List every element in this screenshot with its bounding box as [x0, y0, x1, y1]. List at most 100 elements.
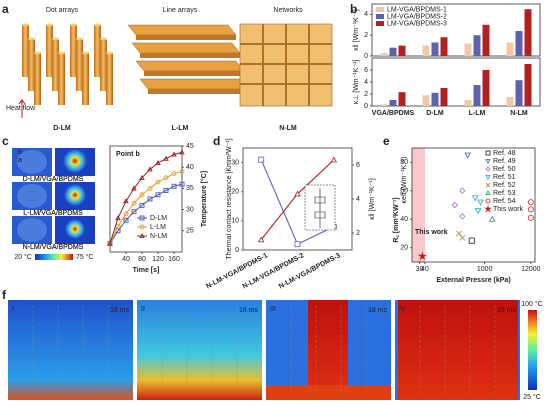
- hot-base: [266, 385, 391, 400]
- pillar-top: [58, 51, 65, 55]
- y-axis-label: Temperature [°C]: [200, 171, 208, 227]
- bar: [380, 104, 388, 106]
- legend-label: LM-VGA/BPDMS-1: [387, 6, 447, 13]
- x-tick-label: 40: [421, 266, 429, 273]
- bar: [473, 85, 481, 106]
- y-tick-label: 0: [364, 103, 368, 110]
- pillar: [28, 39, 35, 91]
- pillar-top: [46, 23, 53, 27]
- sample: [17, 218, 47, 242]
- marker: [131, 200, 137, 206]
- y-tick-label: 2: [364, 32, 368, 39]
- marker: [485, 150, 491, 156]
- legend-label: Ref. 49: [493, 158, 516, 165]
- thermal-spot: [63, 149, 87, 173]
- series-line: [109, 183, 183, 244]
- array-title: Dot arrays: [46, 7, 79, 14]
- marker: [179, 181, 185, 187]
- y-axis-label: κeff (Wm⁻¹K⁻¹): [401, 157, 408, 204]
- y-tick-label: 2: [364, 91, 368, 98]
- marker: [179, 168, 185, 174]
- x-axis-label: External Pressre (kPa): [436, 277, 510, 284]
- bar: [473, 35, 481, 56]
- marker: [527, 206, 534, 213]
- plot-frame: [371, 3, 541, 57]
- marker: [115, 224, 121, 230]
- y2-tick-label: 6: [356, 162, 360, 169]
- x-tick-label: N-LM-VGA/BPDMS-2: [242, 252, 306, 290]
- marker: [485, 174, 491, 180]
- y-tick-label: 40: [186, 164, 194, 171]
- bar: [464, 100, 472, 106]
- simulation-image: [8, 300, 133, 400]
- image-label: N-LM/VGA/BPDMS: [23, 244, 84, 251]
- marker: [485, 158, 491, 164]
- x-tick-label: 80: [138, 256, 146, 263]
- x-tick-label: L-LM: [469, 110, 486, 117]
- marker: [485, 190, 491, 196]
- bar: [524, 64, 532, 106]
- marker: [468, 237, 475, 244]
- pillar-top: [22, 23, 29, 27]
- marker: [257, 236, 265, 243]
- marker: [459, 234, 466, 241]
- legend-swatch: [376, 21, 384, 26]
- pillar-top: [76, 37, 83, 41]
- marker: [527, 214, 534, 221]
- scale-label: 100 °C: [521, 300, 542, 308]
- marker: [155, 179, 161, 185]
- legend-label: L-LM: [150, 224, 166, 231]
- sim-label: II: [141, 306, 145, 313]
- marker: [139, 202, 145, 208]
- sample: [17, 150, 47, 174]
- x-tick-label: 1000: [477, 266, 493, 273]
- legend-label: Ref. 53: [493, 190, 516, 197]
- bar: [398, 92, 406, 106]
- y2-axis-label: κ‖ [Wm⁻¹K⁻¹]: [369, 178, 376, 219]
- hot-channel: [308, 300, 348, 400]
- panel-label: d: [213, 134, 220, 148]
- pillar-top: [34, 51, 41, 55]
- chart-title: Point b: [116, 151, 140, 158]
- marker: [123, 211, 129, 217]
- legend-swatch: [376, 14, 384, 19]
- heat-arrow: [18, 99, 26, 118]
- bar: [515, 80, 523, 106]
- sim-label: III: [270, 306, 276, 313]
- y-tick-label: 30: [231, 159, 239, 166]
- y-tick-label: 30: [186, 206, 194, 213]
- marker: [139, 174, 145, 180]
- marker: [155, 160, 161, 166]
- scale-label: 25 °C: [523, 393, 541, 401]
- image-label: L-LM/VGA/BPDMS: [23, 210, 83, 217]
- marker: [179, 149, 185, 155]
- pillar-top: [28, 37, 35, 41]
- legend-swatch: [376, 7, 384, 12]
- bar: [398, 45, 406, 56]
- pillar: [58, 53, 65, 105]
- marker: [456, 230, 462, 237]
- thermal-spot: [65, 219, 85, 239]
- marker: [464, 152, 472, 159]
- y-axis-label: R꜀ [mm²KW⁻¹]: [393, 197, 400, 242]
- bar: [515, 31, 523, 56]
- sim-time: 18 ms: [368, 307, 388, 314]
- marker: [459, 213, 466, 220]
- sim-time: 18 ms: [239, 307, 259, 314]
- y-tick-label: 25: [186, 228, 194, 235]
- x-tick-label: 40: [122, 256, 130, 263]
- panel-label: c: [2, 134, 9, 148]
- sample: [17, 184, 47, 208]
- marker: [131, 209, 137, 215]
- x-tick-label: 160: [168, 256, 180, 263]
- marker: [258, 156, 265, 163]
- marker: [485, 182, 491, 188]
- sheet-edge: [148, 89, 248, 94]
- marker: [171, 171, 177, 177]
- y2-tick-label: 4: [356, 196, 360, 203]
- x-axis-label: Time [s]: [133, 267, 160, 274]
- marker: [107, 240, 113, 246]
- bar: [431, 42, 439, 56]
- marker: [488, 215, 496, 222]
- marker: [527, 199, 534, 206]
